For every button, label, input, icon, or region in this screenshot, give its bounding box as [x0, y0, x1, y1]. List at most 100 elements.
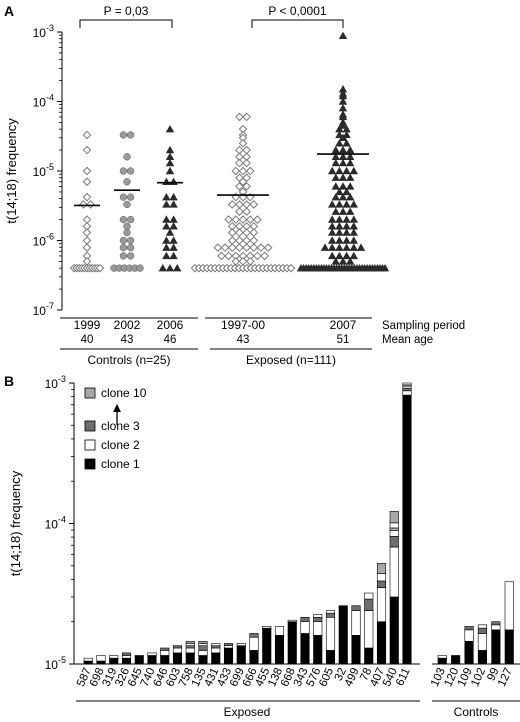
panel-b-bar-segment: [389, 530, 399, 537]
panel-b-bar-segment: [83, 657, 93, 662]
panel-a-data-point: [242, 112, 251, 122]
panel-b-bar-segment: [437, 657, 447, 665]
panel-a-data-point: [331, 192, 340, 201]
panel-a-data-point: [245, 257, 255, 266]
panel-b-bar-segment: [134, 655, 144, 665]
panel-a-data-point: [165, 228, 175, 236]
panel-a-data-point: [235, 228, 244, 237]
panel-a-data-point: [238, 177, 248, 187]
panel-a-data-point: [342, 187, 351, 196]
panel-a-data-point: [338, 112, 348, 121]
panel-b-bar-segment: [477, 627, 488, 634]
panel-b-bar-segment: [477, 624, 488, 629]
panel-b-bar-segment: [172, 645, 183, 649]
panel-a-data-point: [338, 145, 348, 154]
panel-b-bar-segment: [491, 624, 501, 631]
panel-a-data-point: [346, 145, 355, 154]
panel-a-data-point: [162, 222, 171, 230]
panel-a-data-point: [169, 192, 178, 201]
panel-a-y-axis-title: t(14;18) frequency: [4, 118, 19, 224]
panel-b-bar-segment: [223, 647, 234, 665]
panel-a-period-label: 2006: [157, 318, 184, 332]
panel-a-data-point: [169, 243, 178, 251]
panel-a-data-point: [235, 182, 244, 191]
panel-b-x-tick-label: 32: [333, 666, 349, 683]
panel-b-bar-segment: [185, 643, 195, 646]
panel-b-bar-segment: [121, 655, 132, 659]
panel-a-data-point: [165, 166, 175, 175]
panel-a-sampling-period-label: Sampling period: [382, 320, 465, 332]
panel-a-data-point: [217, 251, 226, 261]
panel-a-data-point: [342, 166, 351, 175]
panel-a-period-label: 2002: [114, 318, 141, 332]
panel-a-data-point: [126, 167, 135, 175]
panel-a-data-point: [263, 243, 273, 252]
panel-b-bar-segment: [185, 647, 195, 654]
panel-b-legend-label: clone 1: [101, 457, 140, 471]
panel-a-data-point: [169, 236, 178, 244]
panel-a-data-point: [82, 236, 92, 245]
panel-a-data-point: [338, 257, 348, 265]
panel-a-data-point: [165, 152, 175, 161]
panel-b-bar-segment: [313, 616, 323, 623]
panel-a-data-point: [342, 124, 351, 133]
panel-b-bar-segment: [325, 616, 336, 651]
panel-a-data-point: [338, 207, 348, 215]
panel-b-bar-segment: [376, 563, 387, 574]
panel-a-data-point: [169, 200, 178, 208]
panel-a-data-point: [253, 251, 262, 261]
panel-b-group-label: Controls: [454, 705, 499, 719]
panel-a-data-point: [165, 145, 175, 154]
panel-a-data-point: [335, 166, 344, 175]
panel-a-data-point: [242, 207, 251, 216]
panel-b-bar-segment: [211, 652, 221, 665]
panel-a-data-point: [335, 222, 344, 230]
panel-a-data-point: [331, 173, 340, 181]
panel-b-bar-segment: [389, 596, 399, 665]
panel-a-data-point: [126, 193, 135, 201]
panel-a-significance-bracket: [251, 19, 344, 28]
panel-a-data-point: [286, 263, 296, 273]
panel-b-bar-segment: [300, 621, 310, 634]
panel-a-data-point: [338, 121, 348, 129]
panel-b-bar-segment: [198, 641, 208, 644]
panel-a-data-point: [346, 173, 355, 181]
panel-b-bar-segment: [364, 592, 374, 600]
panel-b-x-tick-label: 611: [394, 666, 413, 688]
panel-a-data-point: [82, 228, 92, 237]
panel-a-data-point: [126, 131, 135, 139]
panel-b-bar-segment: [185, 645, 195, 649]
panel-b-group-label: Exposed: [224, 705, 271, 719]
panel-b-bar-segment: [172, 647, 183, 654]
panel-a-data-point: [162, 215, 171, 223]
panel-a-data-point: [123, 178, 131, 186]
panel-b-legend-label: clone 10: [101, 386, 147, 400]
panel-b-bar-segment: [351, 610, 361, 636]
panel-b-bar-segment: [313, 614, 323, 618]
panel-a-data-point: [123, 200, 131, 209]
panel-b-bar-segment: [376, 587, 387, 623]
panel-a-data-point: [349, 236, 358, 244]
panel-b-bar-segment: [313, 635, 323, 665]
panel-a-data-point: [82, 192, 92, 202]
panel-a-mean-age-label: 43: [237, 334, 250, 346]
panel-a-p-value: P = 0,03: [104, 4, 149, 18]
panel-a-data-point: [82, 166, 92, 176]
panel-a-data-point: [95, 263, 105, 273]
panel-b-bar-segment: [504, 629, 514, 665]
panel-a-data-point: [338, 152, 348, 161]
panel-a-data-point: [260, 251, 269, 261]
panel-a-data-point: [162, 192, 171, 201]
panel-a-data-point: [82, 145, 92, 155]
panel-b-bar-segment: [338, 605, 348, 665]
panel-b-bar-segment: [211, 647, 221, 654]
panel-a-data-point: [123, 222, 131, 230]
panel-b-bar-segment: [121, 652, 132, 656]
panel-a-data-point: [119, 167, 128, 175]
panel-b-bar-segment: [198, 655, 208, 665]
panel-b-bar-segment: [274, 635, 285, 665]
panel-b-bar-segment: [464, 629, 474, 642]
panel-b-bar-segment: [211, 643, 221, 646]
panel-a-data-point: [82, 130, 92, 140]
